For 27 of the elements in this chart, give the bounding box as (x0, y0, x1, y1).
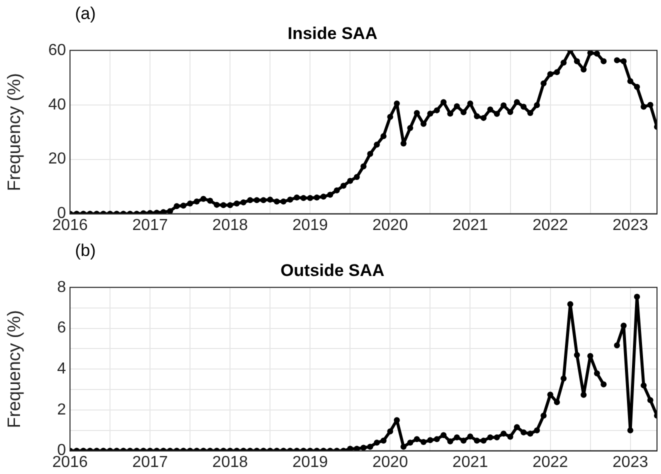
y-tick-label: 4 (57, 360, 66, 378)
text: (b) (75, 241, 96, 260)
y-tick-label: 6 (57, 320, 66, 337)
y-tick-label: 40 (48, 96, 66, 114)
y-tick-label: 8 (57, 278, 66, 296)
x-tick-label: 2021 (452, 454, 488, 471)
x-tick-label: 2023 (612, 454, 648, 471)
x-tick-label: 2022 (532, 216, 568, 234)
y-axis-title: Frequency (%) (4, 310, 24, 428)
y-tick-label: 60 (48, 42, 66, 59)
x-tick-label: 2023 (612, 216, 648, 234)
x-tick-label: 2021 (452, 216, 488, 234)
y-tick-label: 2 (57, 401, 66, 418)
x-tick-label: 2020 (372, 216, 408, 234)
chart-title: Inside SAA (288, 24, 378, 43)
x-tick-label: 2022 (532, 454, 568, 471)
x-tick-label: 2019 (292, 454, 328, 471)
x-tick-label: 2017 (132, 216, 168, 234)
y-axis-title: Frequency (%) (4, 73, 24, 192)
x-tick-label: 2019 (292, 216, 328, 234)
x-tick-label: 2018 (212, 216, 248, 234)
chart-title: Outside SAA (280, 260, 384, 280)
x-tick-label: 2017 (132, 454, 168, 471)
x-tick-label: 2020 (372, 454, 408, 471)
x-tick-label: 2018 (212, 454, 248, 471)
text: (a) (75, 4, 96, 24)
y-tick-label: 20 (48, 150, 66, 168)
